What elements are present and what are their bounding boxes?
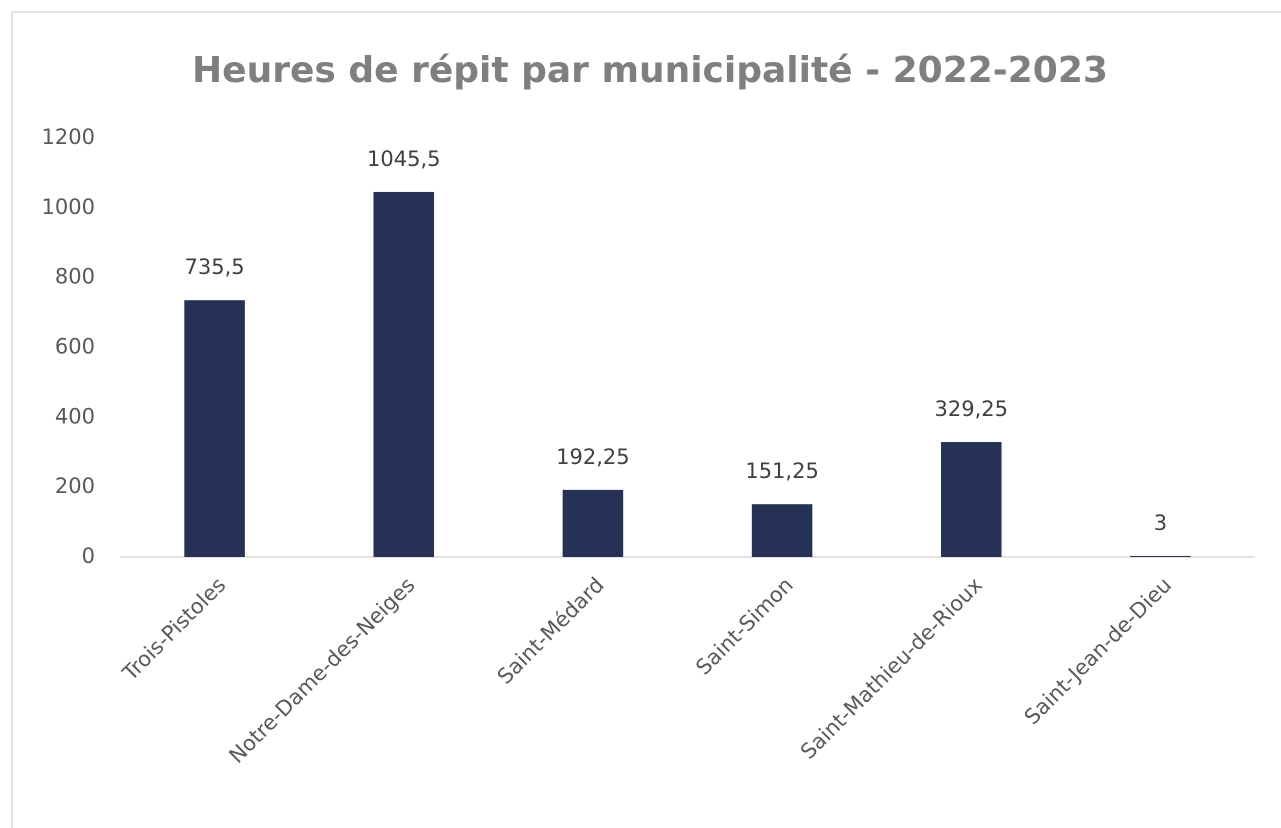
y-tick-label: 0 [82,544,95,568]
y-tick-label: 800 [55,265,95,289]
y-tick-label: 200 [55,474,95,498]
bar [751,504,813,557]
y-tick-label: 600 [55,335,95,359]
data-label: 1045,5 [367,147,440,171]
y-tick-label: 400 [55,404,95,428]
chart-title: Heures de répit par municipalité - 2022-… [192,50,1108,91]
bar [184,300,245,557]
data-label: 192,25 [556,445,629,469]
bar [1130,555,1191,557]
bar [562,489,624,557]
y-tick-label: 1000 [42,195,95,219]
data-label: 3 [1154,511,1167,535]
bar [940,442,1002,557]
data-label: 329,25 [935,397,1008,421]
y-tick-label: 1200 [42,125,95,149]
data-label: 735,5 [185,255,245,279]
data-label: 151,25 [745,459,818,483]
bar [373,191,435,558]
